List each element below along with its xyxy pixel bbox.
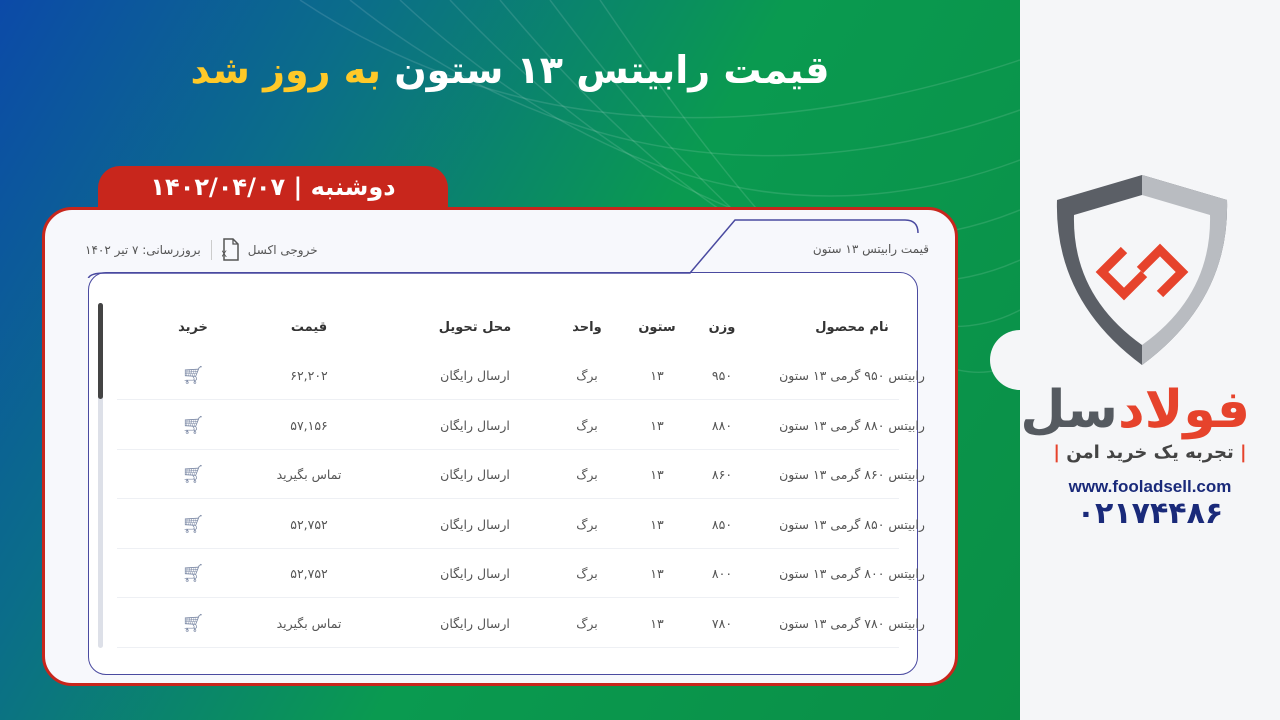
cell-weight: ۹۵۰: [711, 368, 733, 383]
cell-weight: ۸۰۰: [711, 566, 733, 581]
svg-text:X: X: [222, 250, 227, 260]
table-row: رابیتس ۸۶۰ گرمی ۱۳ ستون ۸۶۰ ۱۳ برگ ارسال رای…: [117, 450, 925, 499]
cell-product-name: رابیتس ۸۰۰ گرمی ۱۳ ستون: [779, 566, 925, 581]
table-row: رابیتس ۸۰۰ گرمی ۱۳ ستون ۸۰۰ ۱۳ برگ ارسال رای…: [117, 549, 925, 598]
brand-panel: [1020, 0, 1280, 720]
table-row: رابیتس ۸۵۰ گرمی ۱۳ ستون ۸۵۰ ۱۳ برگ ارسال رای…: [117, 500, 925, 549]
header-delivery: محل تحویل: [438, 320, 512, 335]
brand-shield-logo: [1056, 175, 1228, 365]
cell-product-name: رابیتس ۷۸۰ گرمی ۱۳ ستون: [779, 615, 925, 631]
header-weight: وزن: [708, 320, 736, 335]
header-column: ستون: [638, 320, 676, 335]
cell-price: ۵۲,۷۵۲: [290, 566, 328, 581]
cell-price: ۵۷,۱۵۶: [290, 417, 328, 433]
header-product-name: نام محصول: [815, 320, 889, 335]
cell-product-name: رابیتس ۹۵۰ گرمی ۱۳ ستون: [779, 368, 925, 383]
header-unit: واحد: [572, 320, 602, 335]
cell-delivery: ارسال رایگان: [440, 417, 510, 433]
header-buy: خرید: [178, 320, 208, 335]
cell-unit: برگ: [576, 467, 598, 482]
updated-date: بروزرسانی: ۷ تیر ۱۴۰۲: [85, 243, 201, 257]
table-row: رابیتس ۸۸۰ گرمی ۱۳ ستون ۸۸۰ ۱۳ برگ ارسال رای…: [117, 401, 925, 450]
cell-column: ۱۳: [650, 368, 664, 383]
cell-column: ۱۳: [650, 615, 664, 631]
brand-tagline: | تجربه یک خرید امن |: [1053, 442, 1247, 463]
cell-product-name: رابیتس ۸۶۰ گرمی ۱۳ ستون: [779, 467, 925, 482]
table-row: رابیتس ۷۸۰ گرمی ۱۳ ستون ۷۸۰ ۱۳ برگ ارسال رای…: [117, 599, 925, 648]
price-table: نام محصول وزن ستون واحد محل تحویل قیمت خرید راب…: [88, 272, 925, 675]
divider: [210, 240, 212, 260]
table-header: نام محصول وزن ستون واحد محل تحویل قیمت خرید: [117, 303, 899, 352]
header-price: قیمت: [290, 320, 328, 335]
cell-unit: برگ: [576, 516, 598, 532]
cell-delivery: ارسال رایگان: [440, 566, 510, 581]
brand-name: فولادسل: [1020, 380, 1250, 440]
cart-icon[interactable]: 🛒︎: [181, 513, 205, 535]
cart-icon[interactable]: 🛒︎: [181, 464, 205, 485]
cell-column: ۱۳: [650, 467, 664, 482]
cell-weight: ۷۸۰: [711, 615, 733, 631]
cell-weight: ۸۸۰: [711, 417, 733, 433]
table-row: رابیتس ۹۵۰ گرمی ۱۳ ستون ۹۵۰ ۱۳ برگ ارسال رای…: [117, 351, 925, 400]
notch: [990, 330, 1050, 390]
excel-export-button[interactable]: خروجی اکسل X: [222, 238, 318, 262]
cell-delivery: ارسال رایگان: [440, 467, 510, 482]
excel-label: خروجی اکسل: [247, 243, 318, 257]
cell-unit: برگ: [576, 417, 598, 433]
brand-url[interactable]: www.fooladsell.com: [1068, 477, 1232, 496]
cell-price: تماس بگیرید: [276, 615, 342, 631]
cart-icon[interactable]: 🛒︎: [181, 414, 205, 436]
cell-price: ۶۲,۲۰۲: [290, 368, 328, 383]
cell-column: ۱۳: [650, 566, 664, 581]
cart-icon[interactable]: 🛒︎: [181, 563, 205, 584]
cell-unit: برگ: [576, 368, 598, 383]
cart-icon[interactable]: 🛒︎: [181, 612, 205, 634]
cell-column: ۱۳: [650, 417, 664, 433]
card-title: قیمت رابیتس ۱۳ ستون: [812, 242, 929, 256]
date-badge: دوشنبه | ۱۴۰۲/۰۴/۰۷: [98, 166, 448, 210]
scrollbar[interactable]: [98, 303, 103, 648]
cell-unit: برگ: [576, 566, 598, 581]
cell-price: تماس بگیرید: [276, 467, 342, 482]
page-title: قیمت رابیتس ۱۳ ستون به روز شد: [190, 48, 830, 92]
cell-weight: ۸۶۰: [711, 467, 733, 482]
tab-outline: [87, 219, 919, 278]
cell-column: ۱۳: [650, 516, 664, 532]
cell-delivery: ارسال رایگان: [440, 615, 510, 631]
cell-price: ۵۲,۷۵۲: [290, 516, 328, 532]
brand-phone[interactable]: ۰۲۱۷۴۴۸۶: [1076, 496, 1224, 531]
cell-delivery: ارسال رایگان: [440, 516, 510, 532]
cell-product-name: رابیتس ۸۸۰ گرمی ۱۳ ستون: [779, 417, 925, 433]
cell-weight: ۸۵۰: [711, 516, 733, 532]
cell-unit: برگ: [576, 615, 598, 631]
cell-product-name: رابیتس ۸۵۰ گرمی ۱۳ ستون: [779, 516, 925, 532]
cart-icon[interactable]: 🛒︎: [181, 365, 205, 386]
excel-file-icon: X: [222, 238, 239, 261]
scrollbar-thumb[interactable]: [98, 303, 103, 399]
price-card: قیمت رابیتس ۱۳ ستون خروجی اکسل X بروزرسا…: [42, 207, 958, 686]
cell-delivery: ارسال رایگان: [440, 368, 510, 383]
